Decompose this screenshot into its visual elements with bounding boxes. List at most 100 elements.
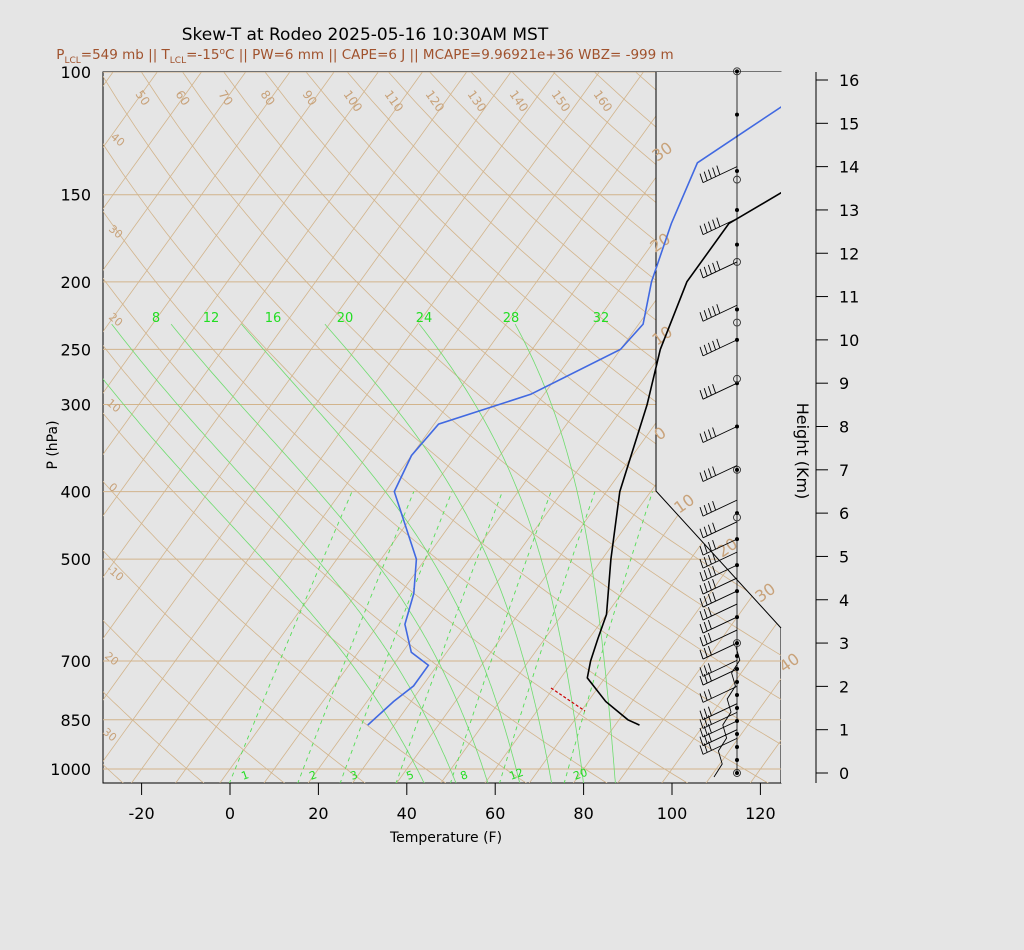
wind-barb-staff — [702, 304, 738, 322]
moist-adiabat-line — [170, 323, 489, 783]
wind-barb-flag — [707, 567, 712, 578]
wind-barb-flag — [699, 710, 704, 720]
wind-barb-staff — [702, 499, 738, 517]
height-dot — [735, 112, 739, 117]
wind-barb-flag — [699, 584, 704, 595]
mixing-ratio-line — [297, 491, 415, 783]
isotherm-line — [103, 72, 423, 517]
wind-barb-flag — [699, 312, 704, 322]
wind-barb-flag — [699, 472, 704, 482]
wind-barb-flag — [707, 429, 712, 439]
wind-barb-flag — [699, 667, 704, 677]
height-tick-label: 8 — [839, 418, 849, 437]
isotherm-line — [131, 72, 644, 783]
wind-barb-staff — [702, 339, 738, 357]
wind-barb-flag — [707, 706, 712, 716]
wind-barb-flag — [707, 541, 712, 552]
wind-barb-flag — [703, 223, 708, 233]
wind-barb-flag — [712, 552, 717, 563]
wind-barb-flag — [707, 386, 712, 396]
wind-barb-flag — [699, 736, 704, 746]
dry-adiabat-line — [346, 72, 781, 450]
reference-lines — [0, 72, 1024, 784]
height-dot — [735, 168, 739, 173]
isotherm-line — [219, 72, 733, 783]
x-tick-label: 80 — [573, 804, 593, 823]
wind-barb-staff — [702, 564, 738, 582]
isotherm-line — [927, 72, 1024, 783]
wind-barb-staff — [702, 551, 738, 569]
height-axis-label: Height (Km) — [793, 403, 812, 500]
temperature-profile-line — [586, 191, 781, 726]
wind-barb-staff — [702, 465, 738, 482]
wind-barb-staff — [702, 668, 738, 686]
isotherm-label: 110 — [382, 88, 407, 115]
wind-barb-flag — [699, 597, 704, 608]
isotherm-line — [573, 494, 781, 783]
height-dot — [735, 693, 739, 698]
wind-barb-flag — [703, 344, 708, 355]
mixing-ratio-label: 1 — [240, 768, 251, 783]
dry-adiabat-line — [103, 764, 124, 783]
x-tick-label: 120 — [745, 804, 776, 823]
height-dot — [735, 467, 739, 472]
height-tick-label: 5 — [839, 547, 849, 566]
wind-barb-flag — [699, 225, 704, 235]
height-dot — [735, 307, 739, 312]
wind-barb-staff — [702, 577, 738, 595]
height-dot — [735, 69, 739, 74]
chart-subtitle: PLCL=549 mb || TLCL=-15oC || PW=6 mm || … — [56, 47, 673, 66]
dry-adiabat-label: 10 — [104, 396, 123, 415]
dry-adiabat-line — [103, 277, 689, 783]
isotherm-line — [661, 616, 781, 783]
pressure-tick-label: 100 — [60, 63, 91, 82]
dry-adiabat-line — [552, 72, 781, 263]
height-tick-label: 7 — [839, 461, 849, 480]
moist-adiabat-label: 32 — [593, 311, 610, 326]
wind-barb-flag — [707, 606, 712, 617]
wind-barb-flag — [699, 545, 704, 556]
wind-barb-flag — [703, 431, 708, 441]
dry-adiabat-line — [103, 75, 781, 700]
hodograph-trace — [713, 646, 741, 778]
pressure-tick-label: 1000 — [50, 760, 91, 779]
wind-barb-flag — [703, 595, 708, 606]
wind-barb-flag — [699, 719, 704, 729]
moist-adiabat-label: 28 — [503, 311, 520, 326]
wind-barb-staff — [702, 538, 738, 556]
moist-adiabat-label: 20 — [337, 311, 354, 326]
isotherm-label: 60 — [173, 88, 193, 109]
pressure-tick-label: 250 — [60, 340, 91, 359]
moist-adiabat-line — [324, 323, 553, 783]
wind-barb-flag — [703, 647, 708, 658]
x-tick-label: -20 — [129, 804, 155, 823]
wind-barb-flag — [716, 165, 721, 175]
height-dot — [735, 771, 739, 775]
dry-adiabat-line — [0, 72, 43, 784]
wind-barb-flag — [699, 506, 704, 517]
isotherm-line — [175, 72, 688, 783]
height-tick-label: 2 — [839, 677, 849, 696]
wind-barb-staff — [702, 729, 738, 747]
isotherm-label: 70 — [216, 88, 236, 109]
wind-barb-flag — [707, 580, 712, 591]
wind-barb-flag — [712, 340, 717, 351]
dry-adiabat-label: 0 — [106, 480, 120, 494]
mixing-ratio-line — [499, 491, 596, 783]
wind-barb-flag — [699, 346, 704, 357]
wind-barb-flag — [699, 610, 704, 621]
height-tick-label: 14 — [839, 158, 859, 177]
dry-adiabat-line — [103, 480, 447, 783]
moist-adiabat-line — [514, 323, 616, 783]
height-ring — [733, 374, 741, 383]
diagram-edge — [655, 72, 782, 629]
height-ring — [733, 67, 741, 76]
mixing-ratio-line — [450, 491, 552, 783]
wind-column — [699, 67, 741, 778]
wind-barb-flag — [712, 466, 717, 476]
x-tick-label: 20 — [308, 804, 328, 823]
wind-barb-flag — [712, 219, 717, 229]
isotherm-label: 130 — [465, 88, 490, 115]
height-dot — [735, 758, 739, 763]
isotherm-label: 80 — [258, 88, 278, 109]
